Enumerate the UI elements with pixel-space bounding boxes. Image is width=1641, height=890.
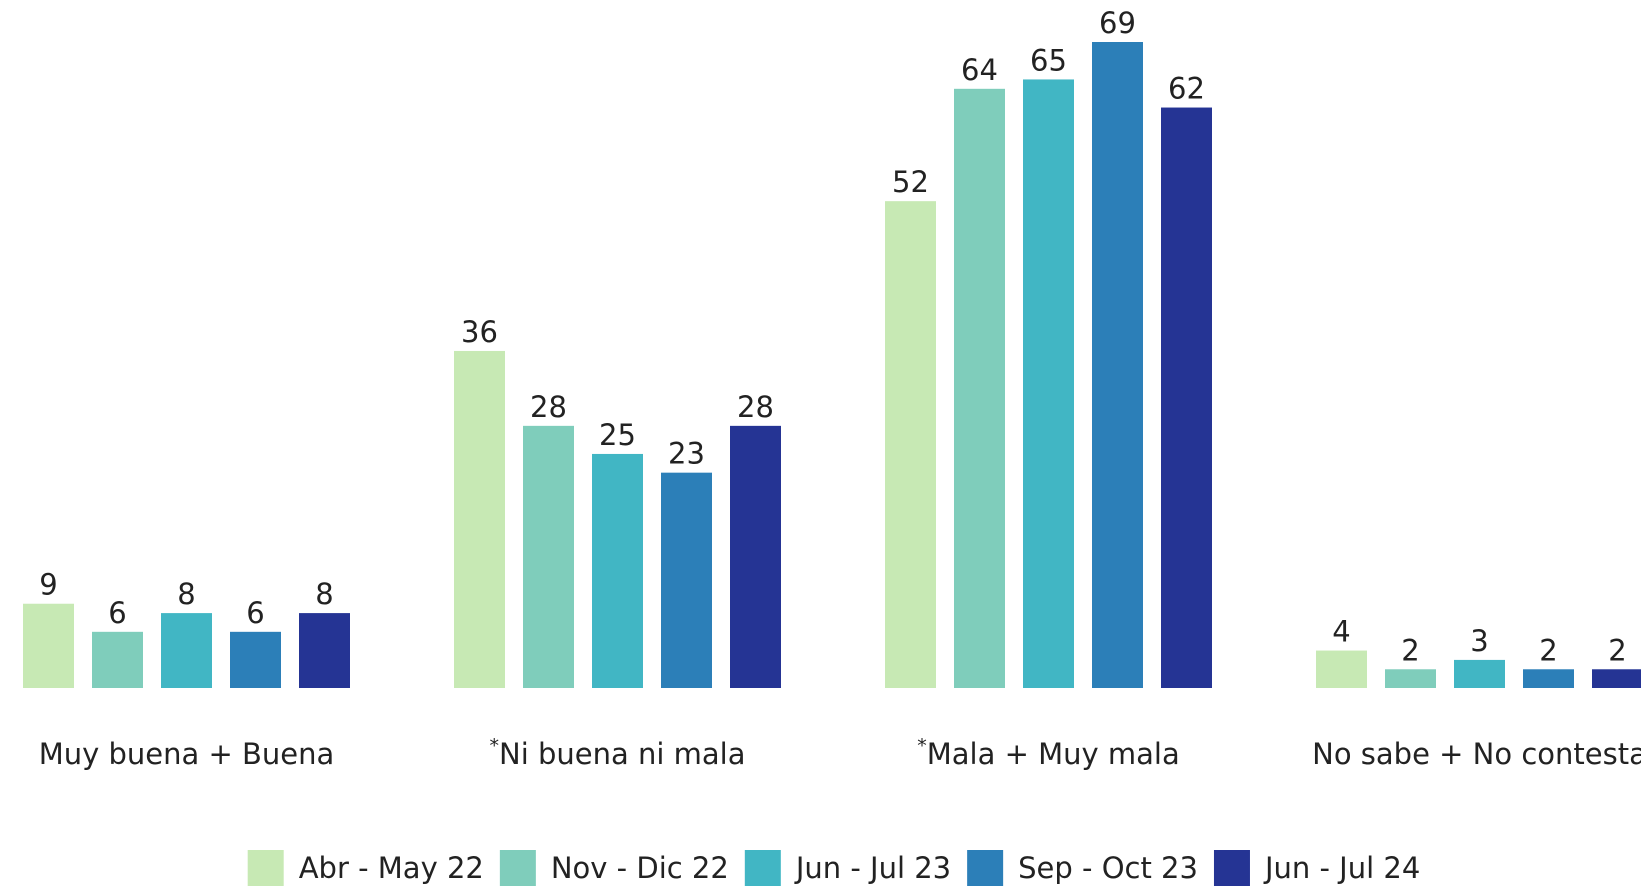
data-label: 6 (108, 596, 126, 630)
legend-swatch (499, 850, 536, 886)
bar (1454, 659, 1505, 688)
data-label: 28 (530, 390, 567, 424)
data-label: 69 (1099, 6, 1136, 40)
bar (1161, 107, 1212, 688)
bar (1092, 42, 1143, 688)
data-label: 65 (1030, 43, 1067, 77)
category-label: No sabe + No contesta (1312, 737, 1641, 771)
bar (954, 88, 1005, 689)
data-label: 25 (599, 418, 636, 452)
category-label: Muy buena + Buena (39, 737, 335, 771)
data-label: 28 (737, 390, 774, 424)
bar (523, 425, 574, 688)
legend-label: Jun - Jul 23 (794, 851, 951, 885)
bar (230, 631, 281, 688)
category-label: *Ni buena ni mala (490, 735, 746, 772)
legend: Abr - May 22 Nov - Dic 22 Jun - Jul 23 Sep … (247, 850, 1420, 886)
legend-label: Jun - Jul 24 (1263, 851, 1420, 885)
bar (23, 603, 74, 688)
bar (592, 453, 643, 688)
data-label: 2 (1401, 633, 1419, 667)
legend-swatch (967, 850, 1004, 886)
legend-swatch (247, 850, 284, 886)
bar (730, 425, 781, 688)
bar (1523, 669, 1574, 688)
legend-label: Nov - Dic 22 (551, 851, 729, 885)
bar (454, 350, 505, 688)
legend-swatch (1213, 850, 1250, 886)
data-label: 2 (1539, 633, 1557, 667)
bar (92, 631, 143, 688)
category-label: *Mala + Muy mala (917, 735, 1180, 772)
legend-swatch (744, 850, 781, 886)
data-label: 23 (668, 437, 705, 471)
bar (1316, 650, 1367, 688)
data-label: 8 (315, 577, 333, 611)
bar (1385, 669, 1436, 688)
data-label: 3 (1470, 624, 1488, 658)
data-label: 64 (961, 53, 998, 87)
bar (885, 201, 936, 688)
data-label: 8 (177, 577, 195, 611)
data-label: 62 (1168, 72, 1205, 106)
bar (299, 613, 350, 688)
bar (161, 613, 212, 688)
legend-label: Abr - May 22 (299, 851, 484, 885)
bar (1592, 669, 1641, 688)
bar (661, 472, 712, 688)
data-label: 2 (1608, 633, 1626, 667)
data-label: 9 (39, 568, 57, 602)
legend-label: Sep - Oct 23 (1018, 851, 1198, 885)
data-label: 36 (461, 315, 498, 349)
bar (1023, 79, 1074, 688)
data-label: 52 (892, 165, 929, 199)
data-label: 6 (246, 596, 264, 630)
data-label: 4 (1332, 615, 1350, 649)
